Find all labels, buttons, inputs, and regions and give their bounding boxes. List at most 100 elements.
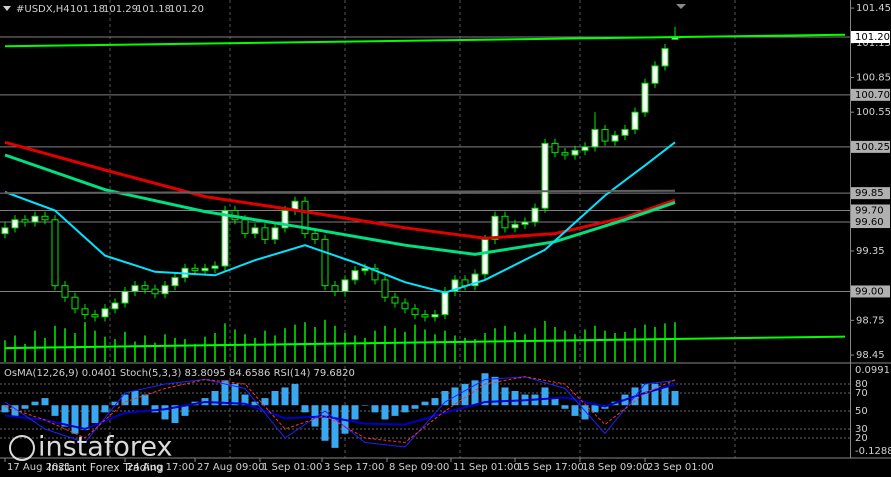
volume-bar: [464, 337, 466, 362]
candle-body: [171, 277, 179, 287]
candle-body: [211, 265, 219, 269]
watermark-logo: [9, 435, 35, 461]
candle-body: [381, 279, 389, 298]
osma-bar: [141, 394, 149, 406]
volume-bar: [534, 328, 536, 362]
osma-bar: [241, 394, 249, 406]
osma-bar: [511, 391, 519, 406]
candle-body: [491, 215, 499, 240]
osc-tick-label: 50: [855, 406, 868, 417]
volume-bar: [264, 330, 266, 362]
candle-body: [651, 65, 659, 84]
candle-body: [121, 290, 129, 304]
osma-bar: [391, 405, 399, 416]
candle-body: [631, 111, 639, 131]
y-tick-label: 101.45: [856, 3, 891, 14]
volume-bar: [614, 333, 616, 362]
candle-body: [451, 279, 459, 292]
osma-bar: [231, 383, 239, 406]
x-tick-label: 24 Aug 17:00: [127, 462, 194, 473]
volume-bar: [224, 323, 226, 362]
volume-bar: [274, 335, 276, 362]
candle-body: [401, 302, 409, 310]
watermark: instaforex Instant Forex Trading: [9, 432, 172, 474]
osma-bar: [161, 405, 169, 420]
candle-body: [391, 296, 399, 304]
osma-bar: [41, 398, 49, 406]
osma-bar: [211, 391, 219, 406]
osma-bar: [91, 405, 99, 423]
watermark-brand: instaforex: [38, 432, 172, 463]
osma-bar: [641, 383, 649, 406]
indicator-header: OsMA(12,26,9) 0.0401 Stoch(5,3,3) 83.809…: [4, 368, 355, 379]
osma-bar: [111, 401, 119, 406]
volume-bar: [674, 322, 676, 362]
osma-bar: [251, 401, 259, 406]
candle-body: [501, 215, 509, 229]
candle-body: [1, 227, 9, 235]
osma-bar: [571, 405, 579, 416]
volume-bar: [304, 322, 306, 362]
candle-body: [641, 82, 649, 113]
osma-bar: [261, 398, 269, 406]
candle-body: [61, 285, 69, 298]
osma-bar: [361, 405, 369, 406]
osma-bar: [591, 405, 599, 413]
candle-body: [361, 267, 369, 272]
oscillator-line: [4, 376, 676, 448]
osma-bar: [271, 391, 279, 406]
osma-bar: [21, 405, 29, 409]
volume-bar: [444, 330, 446, 362]
y-tick-label: 101.15: [856, 38, 891, 49]
volume-bar: [134, 341, 136, 362]
volume-bar: [524, 334, 526, 362]
candle-body: [301, 200, 309, 235]
level-box: [851, 140, 890, 153]
candle-body: [151, 288, 159, 295]
level-label: 99.70: [855, 205, 884, 216]
volume-bar: [324, 319, 326, 362]
volume-bar: [654, 327, 656, 362]
candle-body: [511, 223, 519, 229]
osma-bar: [301, 405, 309, 413]
volume-bar: [164, 334, 166, 362]
osma-bar: [331, 405, 339, 448]
candle-body: [11, 219, 19, 229]
volume-bar: [254, 337, 256, 362]
osma-bar: [121, 394, 129, 406]
volume-bar: [594, 325, 596, 362]
osma-bar: [101, 405, 109, 413]
osma-bar: [281, 387, 289, 406]
volume-bar: [344, 333, 346, 362]
candle-body: [351, 270, 359, 281]
candle-body: [81, 308, 89, 316]
volume-bar: [204, 336, 206, 362]
osma-tick-label: 0.0991: [855, 365, 890, 376]
indicator-line: [4, 153, 676, 256]
volume-bar: [424, 329, 426, 362]
level-box: [851, 187, 890, 200]
osc-tick-label: 70: [855, 388, 868, 399]
volume-bar: [664, 323, 666, 362]
symbol-header: #USDX,H4: [16, 4, 70, 15]
y-tick-label: 98.45: [856, 350, 885, 361]
volume-bar: [624, 331, 626, 362]
osc-tick-label: 30: [855, 424, 868, 435]
ohlc-high: 101.29: [103, 4, 138, 15]
volume-bar: [504, 325, 506, 362]
volume-bar: [484, 333, 486, 362]
candle-body: [71, 296, 79, 310]
x-tick-label: 8 Sep 09:00: [389, 462, 449, 473]
x-tick-label: 23 Sep 01:00: [647, 462, 714, 473]
osma-bar: [321, 405, 329, 441]
osma-bar: [661, 387, 669, 406]
x-tick-label: 15 Sep 17:00: [517, 462, 584, 473]
level-box: [851, 204, 890, 217]
candle-body: [31, 215, 39, 223]
osma-bar: [71, 405, 79, 434]
x-tick-label: 17 Aug 2021: [7, 462, 71, 473]
candle-body: [581, 146, 589, 151]
candle-body: [371, 267, 379, 281]
osma-bar: [411, 405, 419, 409]
